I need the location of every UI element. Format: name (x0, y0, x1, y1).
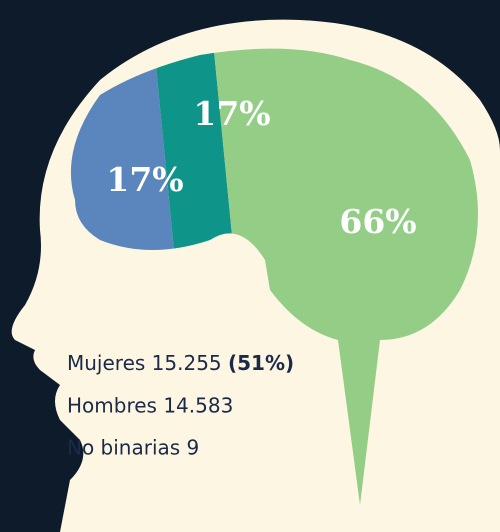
segment-label: 66% (339, 202, 416, 241)
note-share: (51%) (228, 351, 294, 375)
infographic: 17% 17% 66% Mujeres 15.255 (51%) Hombres 1… (0, 0, 500, 532)
segment-label: 17% (193, 94, 270, 133)
page: 17% 17% 66% Mujeres 15.255 (51%) Hombres 1… (0, 0, 500, 532)
segment-label: 17% (106, 160, 183, 199)
note: No binarias 9 (67, 436, 199, 460)
note-text: Mujeres 15.255 (67, 351, 222, 375)
note: Hombres 14.583 (67, 394, 233, 418)
note: Mujeres 15.255 (51%) (67, 351, 294, 375)
